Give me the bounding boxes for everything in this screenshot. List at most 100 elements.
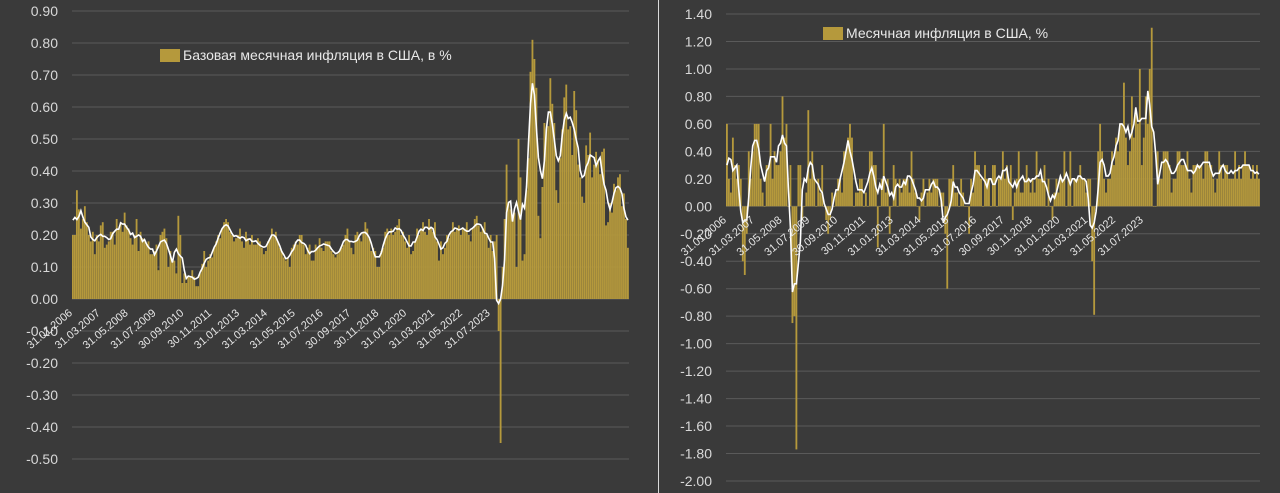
bar	[747, 151, 750, 207]
bar	[1043, 165, 1046, 207]
bar	[264, 251, 267, 299]
bar	[237, 235, 239, 299]
bar	[894, 178, 897, 207]
bar	[986, 178, 988, 207]
bar	[1007, 178, 1010, 207]
bar	[577, 164, 580, 299]
bar	[1158, 178, 1161, 207]
core-inflation-chart: 0.90 0.80 0.70 0.60 0.50 0.40 0.30 0.20 0.10 0.00…	[25, 3, 629, 467]
bar	[817, 178, 820, 207]
bar	[835, 192, 838, 207]
bar	[326, 241, 329, 299]
bar	[463, 228, 466, 299]
bar	[860, 178, 863, 207]
bar	[1200, 165, 1203, 207]
y-tick-label: -0.20	[680, 226, 712, 242]
bar	[1041, 178, 1044, 207]
bar	[99, 225, 102, 299]
bar	[946, 206, 949, 289]
bar	[1186, 151, 1189, 207]
bar	[853, 206, 855, 207]
bar	[944, 206, 947, 234]
bar	[1170, 192, 1173, 207]
bar	[827, 206, 830, 234]
bar	[451, 222, 454, 299]
bar	[942, 192, 945, 207]
bar	[424, 231, 426, 299]
bar	[282, 257, 285, 299]
bar	[310, 260, 313, 299]
bar	[857, 192, 859, 207]
y-tick-label: 1.20	[685, 33, 712, 49]
bar	[1168, 165, 1171, 207]
bar	[930, 192, 933, 207]
legend-label: Месячная инфляция в США, %	[846, 25, 1048, 41]
bar	[354, 235, 357, 299]
bar	[316, 247, 319, 299]
bar	[1154, 206, 1157, 207]
bar	[308, 244, 311, 299]
bar	[1021, 192, 1024, 207]
bar	[888, 206, 891, 234]
bar	[197, 286, 200, 299]
bar	[1164, 151, 1167, 207]
bar	[733, 165, 736, 207]
bar	[783, 137, 786, 207]
headline-inflation-chart-panel: 1.40 1.20 1.00 0.80 0.60 0.40 0.20 0.00 -0.20 -0.…	[659, 0, 1280, 493]
bar	[177, 215, 180, 299]
bar	[416, 228, 418, 299]
bar	[266, 241, 269, 299]
bar	[372, 247, 375, 299]
bar	[735, 178, 738, 207]
bar	[280, 251, 283, 299]
bar	[318, 238, 321, 299]
bar	[143, 241, 146, 299]
bar	[763, 206, 766, 207]
bar	[330, 251, 333, 299]
y-tick-label: 0.70	[31, 67, 58, 83]
bar	[338, 251, 341, 299]
bar	[938, 206, 941, 207]
bar	[1254, 178, 1256, 207]
bar	[340, 247, 343, 299]
bar	[1220, 165, 1223, 207]
bar	[1027, 178, 1030, 207]
bar	[249, 244, 251, 299]
bar	[394, 231, 397, 299]
bar	[119, 222, 122, 299]
bar	[1216, 178, 1219, 207]
bar	[247, 238, 249, 299]
bar	[461, 228, 464, 299]
bar	[432, 231, 434, 299]
bar	[1166, 151, 1169, 207]
bar	[956, 192, 959, 207]
bar	[765, 165, 768, 207]
bar	[139, 231, 142, 299]
bar	[1057, 192, 1060, 207]
bar	[231, 235, 233, 299]
bar	[872, 165, 875, 207]
bar	[225, 219, 228, 299]
bar	[1061, 178, 1064, 207]
bar	[430, 228, 432, 299]
bar	[350, 247, 353, 299]
bar	[605, 225, 607, 299]
bar	[771, 178, 774, 207]
bar	[189, 276, 192, 299]
bar	[900, 192, 903, 207]
bar	[851, 137, 853, 207]
bar	[495, 235, 498, 299]
bar	[364, 222, 367, 299]
bar	[1011, 206, 1014, 221]
bar	[815, 206, 818, 207]
bar	[483, 222, 486, 299]
bar	[209, 254, 212, 299]
bar	[426, 235, 428, 299]
bar	[565, 84, 568, 299]
bar	[314, 244, 317, 299]
y-tick-label: 0.80	[685, 88, 712, 104]
bar	[336, 254, 339, 299]
bar	[187, 276, 190, 299]
bar	[839, 178, 841, 207]
bar	[153, 251, 156, 299]
